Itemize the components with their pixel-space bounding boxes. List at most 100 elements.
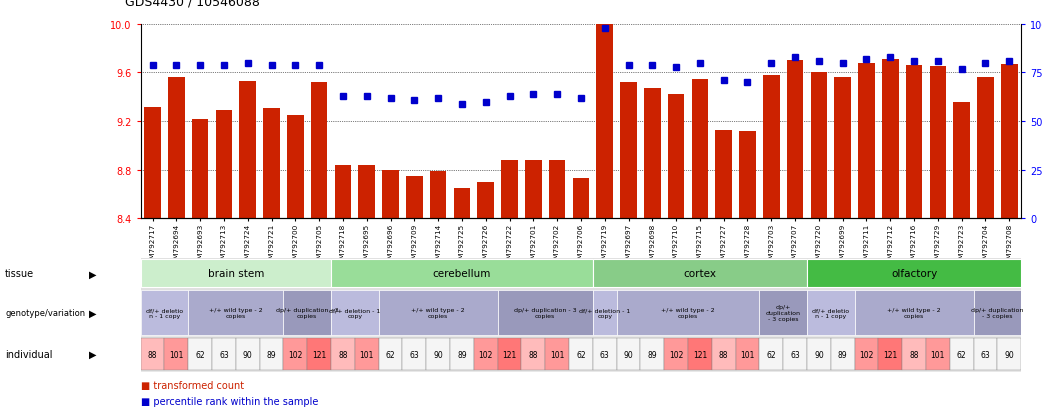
Bar: [358, 166, 375, 219]
Bar: [596, 25, 613, 219]
Text: 62: 62: [195, 350, 205, 358]
Text: +/+ wild type - 2
copies: +/+ wild type - 2 copies: [209, 307, 263, 318]
Text: tissue: tissue: [5, 268, 34, 279]
Bar: [997, 338, 1021, 370]
Text: 63: 63: [410, 350, 419, 358]
Text: df/+ deletion - 1
copy: df/+ deletion - 1 copy: [579, 307, 630, 318]
Text: ▶: ▶: [89, 268, 96, 279]
Bar: [593, 260, 807, 287]
Text: +/+ wild type - 2
copies: +/+ wild type - 2 copies: [412, 307, 465, 318]
Bar: [569, 338, 593, 370]
Bar: [905, 66, 922, 219]
Bar: [525, 161, 542, 219]
Bar: [617, 338, 641, 370]
Text: 101: 101: [550, 350, 565, 358]
Text: cortex: cortex: [684, 268, 717, 279]
Bar: [311, 83, 327, 219]
Text: 62: 62: [957, 350, 967, 358]
Text: df/+ deletio
n - 1 copy: df/+ deletio n - 1 copy: [146, 307, 183, 318]
Text: 63: 63: [600, 350, 610, 358]
Bar: [644, 89, 661, 219]
Text: 62: 62: [767, 350, 776, 358]
Text: 102: 102: [669, 350, 684, 358]
Bar: [973, 290, 1021, 335]
Text: 62: 62: [386, 350, 395, 358]
Text: individual: individual: [5, 349, 53, 359]
Bar: [617, 290, 760, 335]
Bar: [406, 176, 423, 219]
Bar: [763, 76, 779, 219]
Bar: [283, 290, 331, 335]
Bar: [949, 338, 973, 370]
Bar: [807, 260, 1021, 287]
Bar: [716, 131, 733, 219]
Bar: [668, 95, 685, 219]
Bar: [549, 161, 566, 219]
Text: ■ transformed count: ■ transformed count: [141, 380, 244, 390]
Bar: [192, 119, 208, 219]
Text: 90: 90: [433, 350, 443, 358]
Bar: [141, 338, 165, 370]
Bar: [573, 179, 589, 219]
Bar: [235, 338, 259, 370]
Bar: [787, 61, 803, 219]
Bar: [593, 290, 617, 335]
Text: +/+ wild type - 2
copies: +/+ wild type - 2 copies: [887, 307, 941, 318]
Bar: [1001, 65, 1018, 219]
Bar: [854, 338, 878, 370]
Bar: [355, 338, 378, 370]
Bar: [264, 109, 280, 219]
Bar: [240, 82, 256, 219]
Bar: [331, 290, 378, 335]
Text: olfactory: olfactory: [891, 268, 937, 279]
Text: ▶: ▶: [89, 308, 96, 318]
Bar: [189, 338, 213, 370]
Bar: [378, 290, 498, 335]
Text: 90: 90: [243, 350, 252, 358]
Text: df/+ deletion - 1
copy: df/+ deletion - 1 copy: [329, 307, 380, 318]
Text: 101: 101: [740, 350, 754, 358]
Bar: [165, 338, 189, 370]
Bar: [213, 338, 235, 370]
Bar: [283, 338, 307, 370]
Bar: [807, 290, 854, 335]
Text: 88: 88: [528, 350, 538, 358]
Text: 89: 89: [838, 350, 847, 358]
Text: df/+ deletio
n - 1 copy: df/+ deletio n - 1 copy: [812, 307, 849, 318]
Bar: [331, 260, 593, 287]
Bar: [692, 79, 709, 219]
Bar: [593, 338, 617, 370]
Bar: [953, 102, 970, 219]
Text: dp/+ duplication
- 3 copies: dp/+ duplication - 3 copies: [971, 307, 1023, 318]
Bar: [334, 166, 351, 219]
Bar: [429, 171, 446, 219]
Bar: [620, 83, 637, 219]
Bar: [739, 132, 755, 219]
Text: 102: 102: [289, 350, 302, 358]
Text: 89: 89: [457, 350, 467, 358]
Text: dp/+ duplication - 3
copies: dp/+ duplication - 3 copies: [514, 307, 576, 318]
Bar: [141, 290, 189, 335]
Bar: [144, 107, 160, 219]
Bar: [760, 290, 807, 335]
Text: dp/+
duplication
- 3 copies: dp/+ duplication - 3 copies: [766, 304, 800, 321]
Bar: [878, 338, 902, 370]
Bar: [641, 338, 664, 370]
Text: 121: 121: [693, 350, 708, 358]
Text: 89: 89: [647, 350, 658, 358]
Bar: [882, 60, 898, 219]
Text: 89: 89: [267, 350, 276, 358]
Bar: [402, 338, 426, 370]
Text: GDS4430 / 10546088: GDS4430 / 10546088: [125, 0, 260, 8]
Bar: [926, 338, 949, 370]
Text: cerebellum: cerebellum: [432, 268, 491, 279]
Bar: [807, 338, 830, 370]
Text: ■ percentile rank within the sample: ■ percentile rank within the sample: [141, 396, 318, 406]
Text: 101: 101: [931, 350, 945, 358]
Text: 90: 90: [814, 350, 824, 358]
Text: 62: 62: [576, 350, 586, 358]
Bar: [378, 338, 402, 370]
Bar: [453, 189, 470, 219]
Text: 63: 63: [790, 350, 800, 358]
Bar: [307, 338, 331, 370]
